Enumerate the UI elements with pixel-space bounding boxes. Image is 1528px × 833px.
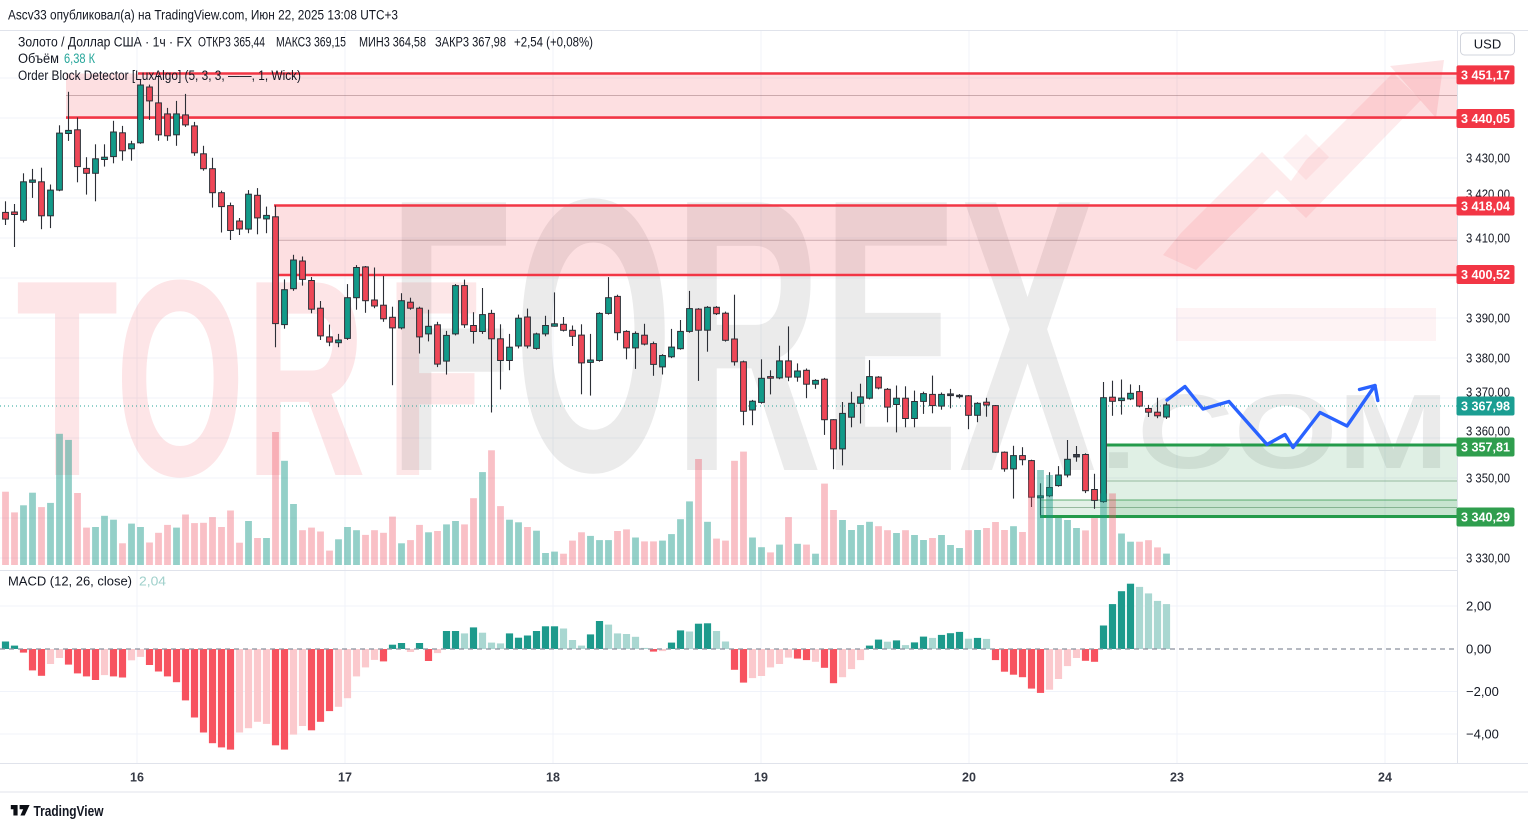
svg-text:3 357,81: 3 357,81 [1461, 441, 1510, 455]
svg-text:3 440,05: 3 440,05 [1461, 112, 1510, 126]
svg-text:+2,54 (+0,08%): +2,54 (+0,08%) [514, 35, 593, 50]
svg-text:МАКС3 369,15: МАКС3 369,15 [276, 35, 346, 50]
svg-text:23: 23 [1170, 771, 1184, 785]
svg-text:3 350,00: 3 350,00 [1466, 471, 1510, 486]
svg-text:19: 19 [754, 771, 768, 785]
svg-text:18: 18 [546, 771, 560, 785]
svg-text:3 330,00: 3 330,00 [1466, 551, 1510, 566]
svg-text:6,38 К: 6,38 К [64, 51, 95, 66]
svg-text:TradingView: TradingView [34, 803, 104, 820]
svg-text:17: 17 [338, 771, 352, 785]
svg-text:−4,00: −4,00 [1466, 727, 1499, 742]
svg-text:3 410,00: 3 410,00 [1466, 231, 1510, 246]
svg-text:Ascv33 опубликовал(а) на Tradi: Ascv33 опубликовал(а) на TradingView.com… [8, 8, 398, 23]
svg-text:3 451,17: 3 451,17 [1461, 68, 1510, 82]
svg-text:3 430,00: 3 430,00 [1466, 151, 1510, 166]
svg-text:Объём: Объём [18, 51, 59, 66]
svg-text:3 390,00: 3 390,00 [1466, 311, 1510, 326]
svg-text:20: 20 [962, 771, 976, 785]
svg-text:3 400,52: 3 400,52 [1461, 268, 1510, 282]
svg-text:0,00: 0,00 [1466, 642, 1491, 657]
svg-text:Золото / Доллар США · 1ч · FX: Золото / Доллар США · 1ч · FX [18, 35, 192, 50]
svg-text:Order Block Detector [LuxAlgo]: Order Block Detector [LuxAlgo] (5, 3, 3,… [18, 68, 301, 83]
svg-text:2,04: 2,04 [139, 574, 166, 589]
svg-text:MACD (12, 26, close): MACD (12, 26, close) [8, 574, 132, 589]
svg-text:2,00: 2,00 [1466, 599, 1491, 614]
svg-text:FOREX: FOREX [388, 119, 1097, 553]
svg-text:USD: USD [1474, 37, 1501, 52]
svg-text:−2,00: −2,00 [1466, 684, 1499, 699]
svg-text:3 418,04: 3 418,04 [1461, 200, 1510, 214]
svg-text:3 360,00: 3 360,00 [1466, 424, 1510, 439]
svg-text:3 340,29: 3 340,29 [1461, 511, 1510, 525]
svg-text:ОТКР3 365,44: ОТКР3 365,44 [198, 35, 265, 50]
svg-text:16: 16 [130, 771, 144, 785]
svg-text:3 380,00: 3 380,00 [1466, 351, 1510, 366]
svg-text:ЗАКР3 367,98: ЗАКР3 367,98 [435, 35, 506, 50]
svg-text:МИН3 364,58: МИН3 364,58 [359, 35, 426, 50]
svg-text:3 370,00: 3 370,00 [1466, 385, 1510, 400]
svg-text:24: 24 [1378, 771, 1392, 785]
svg-text:.COM: .COM [1100, 373, 1449, 491]
svg-text:3 367,98: 3 367,98 [1461, 400, 1510, 414]
